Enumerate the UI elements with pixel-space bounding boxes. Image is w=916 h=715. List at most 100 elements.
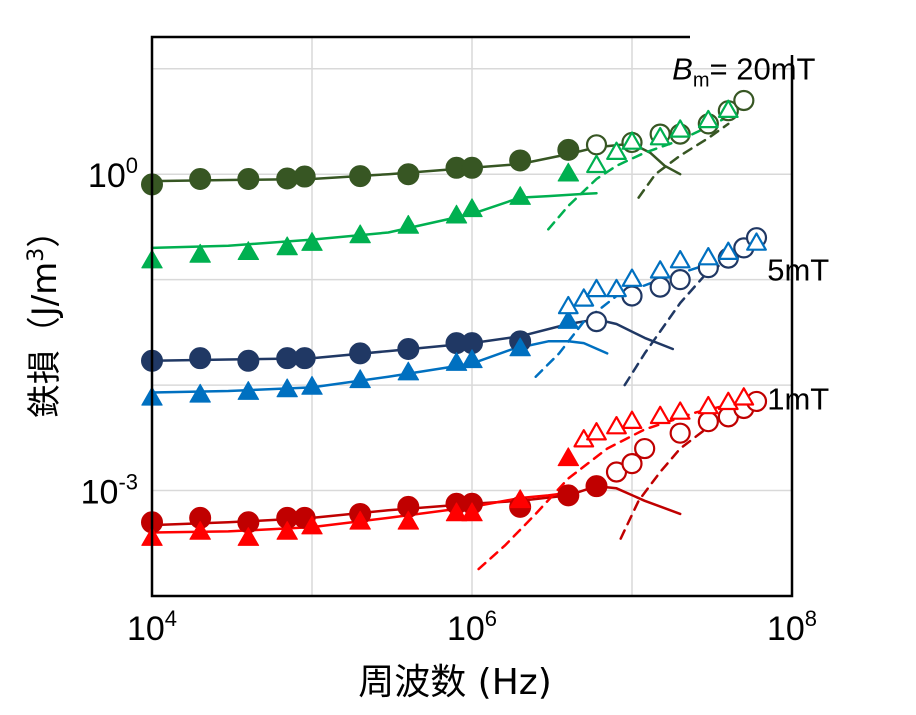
marker-5mT-triangle-open <box>649 260 671 279</box>
marker-5mT-triangle <box>301 375 323 395</box>
y-tick-exponent: 0 <box>126 153 138 178</box>
annotation-bm5: 5mT <box>767 252 829 287</box>
marker-20mT-circle-open <box>585 134 608 156</box>
marker-20mT-triangle-open <box>669 119 691 138</box>
annotation-subscript: m <box>693 70 710 92</box>
x-tick-base: 10 <box>767 610 805 648</box>
marker-20mT-circle <box>557 138 580 161</box>
x-tick-label: 104 <box>127 606 177 648</box>
marker-20mT-circle <box>397 163 420 186</box>
marker-5mT-triangle <box>237 381 260 400</box>
marker-20mT-triangle <box>349 224 371 244</box>
marker-1mT-circle-open <box>621 453 643 475</box>
x-tick-label: 106 <box>447 606 497 648</box>
marker-20mT-circle <box>237 168 260 191</box>
x-tick-base: 10 <box>127 610 165 648</box>
marker-5mT-triangle-open <box>697 247 719 266</box>
curve-5mT-triangle-fit <box>150 340 609 394</box>
curve-5mT-circle-ext <box>623 242 769 387</box>
marker-5mT-triangle-open <box>586 278 607 298</box>
marker-1mT-circle-open <box>634 437 656 460</box>
marker-1mT-triangle <box>557 447 580 467</box>
marker-1mT-triangle-open <box>697 395 719 415</box>
marker-20mT-circle <box>509 149 532 172</box>
x-axis-title: 周波数 (Hz) <box>358 662 552 703</box>
marker-20mT-circle-open <box>733 89 755 112</box>
bm20-label-background <box>690 15 890 55</box>
marker-1mT-triangle-open <box>717 391 739 411</box>
series-annotations: Bm= 20mT 5mT 1mT <box>672 52 829 417</box>
y-axis-title-exponent: 3 <box>24 248 49 262</box>
marker-1mT-triangle <box>237 527 260 546</box>
annotation-bm1: 1mT <box>767 381 829 416</box>
marker-1mT-triangle <box>461 502 483 522</box>
curve-20mT-triangle-fit <box>150 191 598 250</box>
marker-1mT-triangle <box>189 521 211 540</box>
marker-5mT-triangle-open <box>621 268 643 287</box>
marker-5mT-triangle <box>557 310 580 329</box>
marker-5mT-triangle <box>397 361 420 381</box>
curve-20mT-circle-ext <box>637 122 730 199</box>
marker-20mT-triangle-open <box>606 141 627 160</box>
marker-5mT-triangle-open <box>717 241 739 260</box>
y-tick-base: 10 <box>88 157 126 195</box>
marker-1mT-triangle <box>397 510 420 530</box>
marker-1mT-triangle-open <box>649 405 671 425</box>
marker-5mT-circle <box>237 349 260 372</box>
marker-20mT-circle <box>461 156 483 179</box>
marker-20mT-triangle <box>461 198 483 218</box>
x-tick-exponent: 4 <box>165 606 177 631</box>
plot-area-frame <box>150 35 794 598</box>
marker-1mT-triangle <box>301 515 323 535</box>
marker-5mT-circle-open <box>669 269 691 291</box>
marker-1mT-circle <box>557 484 580 507</box>
marker-1mT-triangle-open <box>586 422 607 441</box>
marker-5mT-triangle-open <box>573 288 595 307</box>
marker-5mT-triangle-open <box>746 232 767 251</box>
marker-5mT-triangle-open <box>669 250 691 269</box>
marker-1mT-triangle-open <box>606 416 627 435</box>
curve-1mT-circle-ext <box>619 397 764 540</box>
marker-5mT-triangle <box>276 378 298 398</box>
y-axis-title: 鉄損（J/m3） <box>24 214 65 419</box>
marker-5mT-circle <box>293 347 316 370</box>
x-tick-exponent: 8 <box>805 606 817 631</box>
marker-5mT-circle <box>397 337 420 360</box>
marker-20mT-triangle <box>276 236 298 256</box>
marker-20mT-triangle <box>237 241 260 260</box>
x-tick-base: 10 <box>447 610 485 648</box>
annotation-value: = 20mT <box>710 52 816 87</box>
marker-1mT-triangle <box>509 489 531 509</box>
marker-20mT-triangle <box>509 186 531 205</box>
marker-20mT-circle <box>189 168 212 191</box>
marker-5mT-triangle <box>189 383 211 403</box>
annotation-bm20: Bm= 20mT <box>672 52 815 92</box>
y-axis-title-close: ） <box>25 214 65 248</box>
marker-20mT-triangle-open <box>621 131 643 150</box>
marker-1mT-triangle-open <box>733 387 755 406</box>
x-tick-exponent: 6 <box>485 606 497 631</box>
y-tick-label: 100 <box>88 153 138 195</box>
marker-20mT-triangle <box>189 243 211 263</box>
marker-5mT-triangle <box>509 337 531 357</box>
marker-5mT-circle-open <box>649 276 671 298</box>
marker-5mT-triangle <box>461 349 483 369</box>
marker-1mT-circle-open <box>697 411 719 433</box>
x-tick-label: 108 <box>767 606 817 648</box>
marker-1mT-triangle-open <box>669 401 691 420</box>
y-tick-exponent: -3 <box>118 470 138 495</box>
marker-1mT-circle <box>585 475 608 498</box>
marker-20mT-triangle <box>445 204 468 224</box>
marker-20mT-circle <box>349 165 372 188</box>
marker-5mT-circle <box>349 342 372 365</box>
annotation-symbol: B <box>672 52 693 87</box>
marker-1mT-triangle <box>445 502 468 522</box>
marker-1mT-triangle <box>276 521 298 540</box>
marker-20mT-triangle-open <box>717 99 739 119</box>
marker-1mT-triangle <box>349 510 371 530</box>
marker-20mT-triangle <box>557 162 580 182</box>
marker-20mT-circle <box>293 165 316 188</box>
marker-20mT-triangle-open <box>697 109 719 129</box>
